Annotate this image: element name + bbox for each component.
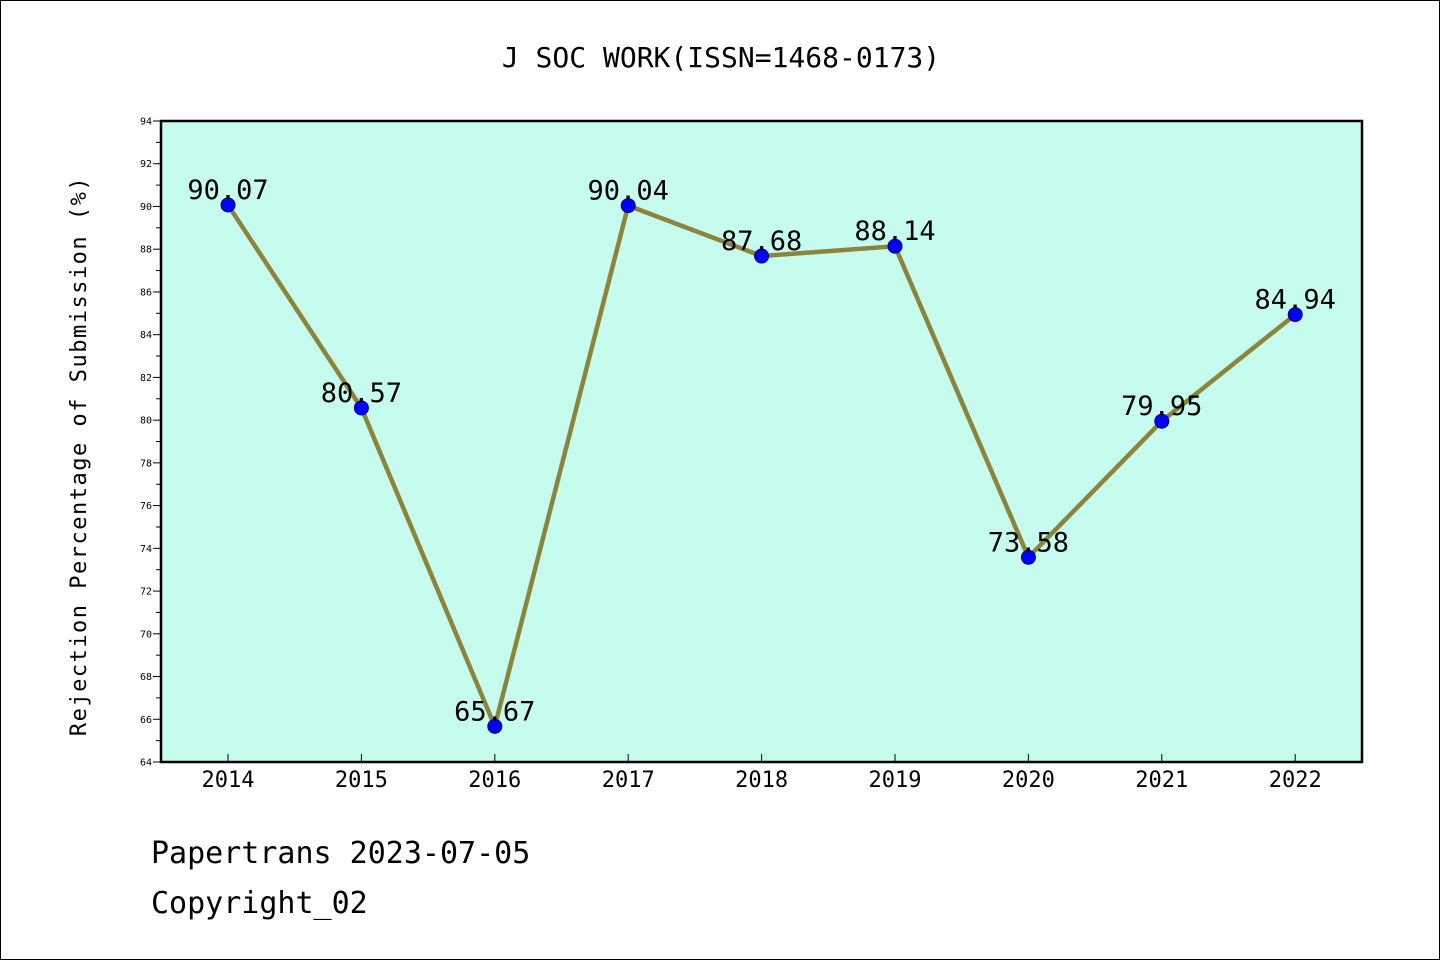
data-point bbox=[754, 248, 770, 264]
y-tick-label: 76 bbox=[140, 501, 152, 512]
x-tick-label: 2021 bbox=[1135, 768, 1188, 793]
y-tick-label: 80 bbox=[140, 416, 152, 427]
plot-area bbox=[161, 121, 1362, 762]
data-label: 84.94 bbox=[1255, 285, 1336, 316]
x-tick-label: 2016 bbox=[468, 768, 521, 793]
y-tick-label: 64 bbox=[140, 758, 152, 769]
chart-title: J SOC WORK(ISSN=1468-0173) bbox=[502, 41, 940, 74]
x-tick-label: 2018 bbox=[735, 768, 788, 793]
footer-date: Papertrans 2023-07-05 bbox=[151, 836, 531, 871]
y-tick-label: 74 bbox=[140, 544, 152, 555]
x-tick-label: 2014 bbox=[202, 768, 255, 793]
y-tick-label: 68 bbox=[140, 672, 152, 683]
y-tick-label: 94 bbox=[140, 117, 152, 128]
x-tick-label: 2017 bbox=[602, 768, 655, 793]
y-tick-label: 72 bbox=[140, 587, 152, 598]
y-tick-label: 88 bbox=[140, 245, 152, 256]
y-tick-label: 66 bbox=[140, 715, 152, 726]
y-tick-label: 70 bbox=[140, 629, 152, 640]
data-label: 80.57 bbox=[321, 378, 402, 409]
y-tick-label: 92 bbox=[140, 159, 152, 170]
data-label: 90.07 bbox=[187, 175, 268, 206]
data-point bbox=[1154, 413, 1170, 429]
data-label: 90.04 bbox=[588, 176, 669, 207]
data-point bbox=[1020, 549, 1036, 565]
x-tick-label: 2015 bbox=[335, 768, 388, 793]
data-point bbox=[353, 400, 369, 416]
data-labels-layer: 90.07 80.57 65.67 90.04 87.68 88.14 73.58 79.95… bbox=[187, 175, 1335, 727]
data-point bbox=[1287, 307, 1303, 323]
data-label: 88.14 bbox=[854, 216, 935, 247]
y-tick-label: 90 bbox=[140, 202, 152, 213]
x-tick-label: 2019 bbox=[869, 768, 922, 793]
data-point bbox=[220, 197, 236, 213]
data-points-layer bbox=[220, 197, 1303, 734]
data-label: 87.68 bbox=[721, 226, 802, 257]
y-axis: 64 66 68 70 72 74 76 78 80 82 84 86 88 90 92 94 bbox=[140, 117, 161, 769]
data-point bbox=[887, 238, 903, 254]
plot-frame bbox=[159, 119, 1364, 764]
data-point bbox=[620, 198, 636, 214]
y-tick-label: 78 bbox=[140, 458, 152, 469]
y-axis-label: Rejection Percentage of Submission (%) bbox=[67, 176, 92, 736]
x-axis: 2014 2015 2016 2017 2018 2019 2020 2021 2022 bbox=[202, 754, 1322, 793]
y-tick-label: 86 bbox=[140, 287, 152, 298]
y-tick-label: 82 bbox=[140, 373, 152, 384]
footer-copyright: Copyright_02 bbox=[151, 886, 368, 921]
data-label: 79.95 bbox=[1121, 391, 1202, 422]
y-tick-label: 84 bbox=[140, 330, 152, 341]
x-tick-label: 2022 bbox=[1269, 768, 1322, 793]
data-point bbox=[487, 718, 503, 734]
x-tick-label: 2020 bbox=[1002, 768, 1055, 793]
data-label: 73.58 bbox=[988, 527, 1069, 558]
data-label: 65.67 bbox=[454, 696, 535, 727]
